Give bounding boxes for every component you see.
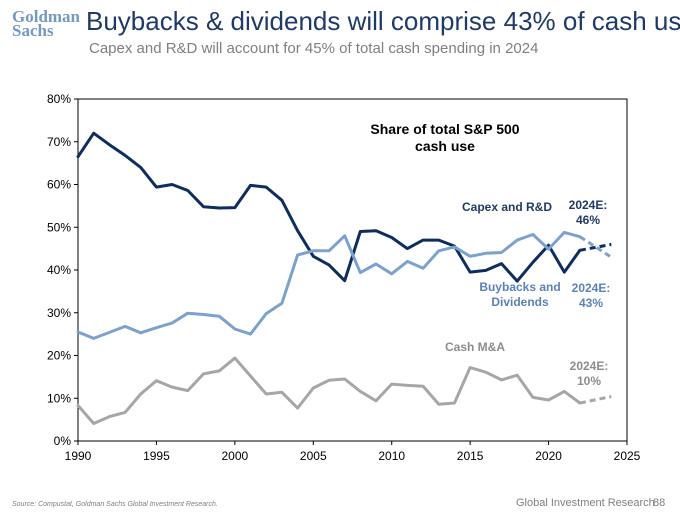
logo-line-2: Sachs [12, 21, 54, 40]
capex-estimate-line [579, 242, 612, 252]
chart-title-line: cash use [415, 138, 475, 154]
x-tick-label: 2015 [457, 449, 484, 463]
buybacks-estimate-line [579, 235, 613, 259]
cash-ma-estimate-label-value: 10% [577, 374, 601, 388]
x-tick-label: 2000 [222, 449, 249, 463]
page-subtitle: Capex and R&D will account for 45% of to… [89, 40, 539, 57]
goldman-sachs-logo: Goldman Sachs [12, 7, 81, 40]
y-tick-label: 10% [47, 391, 71, 405]
buybacks-series-line [76, 230, 582, 340]
x-tick-label: 2020 [535, 449, 562, 463]
y-tick-label: 20% [47, 349, 71, 363]
buybacks-series-label-line: Dividends [491, 295, 549, 309]
logo-line-1: Goldman [12, 7, 81, 26]
x-tick-label: 2005 [300, 449, 327, 463]
x-tick-label: 1990 [65, 449, 92, 463]
x-tick-label: 2010 [378, 449, 405, 463]
chart-axes: 0% 10% 20% 30% 40% 50% 60% 70% 80% 1990 1995 2000 20… [47, 92, 641, 463]
cash-ma-estimate-label: 2024E: [570, 359, 609, 373]
cash_ma-estimate-line [579, 395, 612, 405]
capex-estimate-label-value: 46% [576, 213, 600, 227]
buybacks-series-label-line: Buybacks and [479, 280, 560, 294]
y-tick-label: 40% [47, 263, 71, 277]
footer-brand: Global Investment Research [516, 497, 655, 509]
buybacks-estimate-label-value: 43% [579, 296, 603, 310]
buybacks-estimate-label: 2024E: [572, 281, 611, 295]
plot-frame [77, 98, 628, 442]
series-layer [76, 131, 613, 425]
x-tick-label: 1995 [143, 449, 170, 463]
cash-ma-series-label: Cash M&A [445, 340, 505, 354]
chart-title-line: Share of total S&P 500 [370, 121, 519, 137]
x-tick-label: 2025 [614, 449, 641, 463]
source-note: Source: Compustat, Goldman Sachs Global … [12, 501, 218, 508]
y-tick-label: 80% [47, 92, 71, 106]
page-number: 88 [653, 497, 666, 509]
y-tick-label: 0% [54, 434, 72, 448]
capex-series-line [76, 131, 582, 283]
y-tick-label: 60% [47, 178, 71, 192]
y-tick-label: 70% [47, 135, 71, 149]
y-tick-label: 50% [47, 220, 71, 234]
page-title: Buybacks & dividends will comprise 43% o… [86, 6, 680, 36]
capex-series-label: Capex and R&D [462, 200, 552, 214]
y-tick-label: 30% [47, 306, 71, 320]
cash_ma-series-line [76, 356, 582, 425]
capex-estimate-label: 2024E: [569, 198, 608, 212]
